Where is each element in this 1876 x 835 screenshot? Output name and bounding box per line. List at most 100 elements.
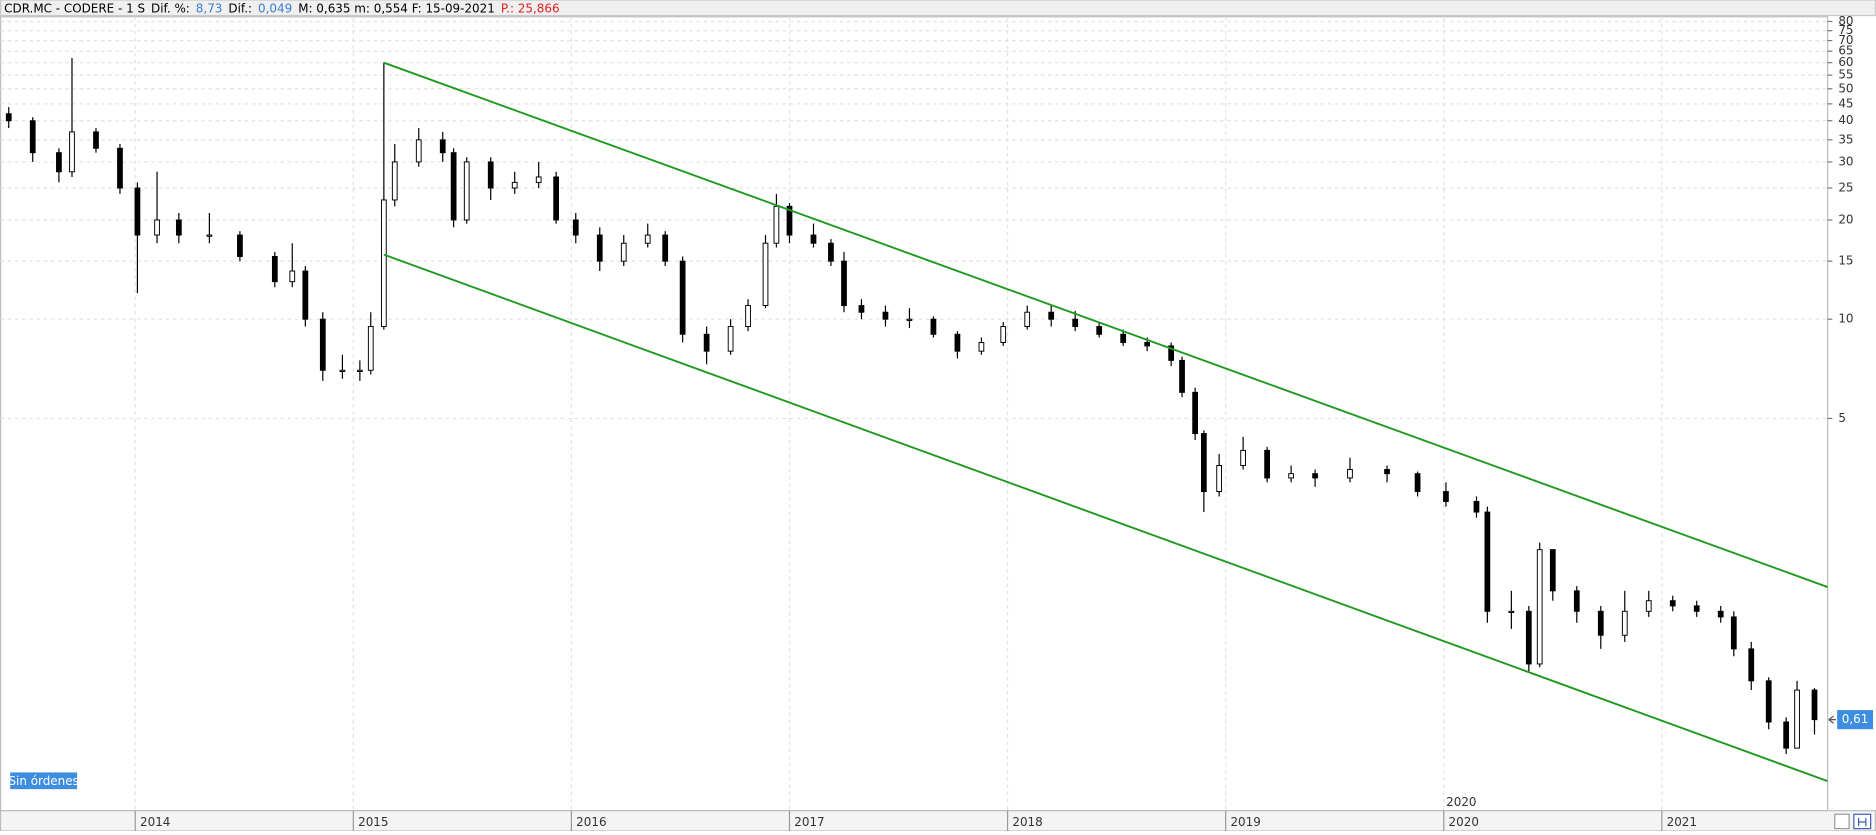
last-price-badge: [1837, 710, 1874, 730]
header-item: Dif.:: [228, 1, 252, 15]
candle-body: [69, 131, 75, 173]
plot-area: [0, 16, 1829, 812]
candle-body: [1525, 610, 1532, 665]
y-tick-label: 10: [1838, 312, 1853, 326]
candle-body: [1288, 473, 1294, 479]
x-tick-label: 2014: [140, 815, 170, 829]
candle-body: [93, 131, 99, 149]
trend-line: [383, 61, 1828, 588]
candle-body: [237, 234, 243, 257]
candle-body: [1024, 311, 1031, 328]
candle-body: [415, 139, 422, 163]
orders-label[interactable]: Sin órdenes: [8, 774, 78, 788]
candle-body: [289, 270, 296, 283]
x-tick-label: 2019: [1230, 815, 1260, 829]
candle-body: [535, 176, 542, 183]
candle-body: [954, 333, 961, 352]
candle-body: [1048, 311, 1055, 320]
last-price-label: 0,61: [1842, 712, 1869, 726]
candle-body: [439, 139, 446, 154]
y-tick-label: 65: [1838, 44, 1853, 58]
candle-body: [1536, 549, 1543, 665]
candle-body: [810, 234, 817, 244]
candle-body: [1794, 689, 1800, 749]
candle-body: [1549, 549, 1556, 592]
header-text: CDR.MC - CODERE - 1 S Dif. %: 8,73 Dif.: 0,0…: [4, 1, 559, 15]
candle-body: [1384, 469, 1390, 475]
header-item: Dif. %:: [151, 1, 190, 15]
history-icon: [1858, 817, 1867, 827]
candle-body: [1669, 600, 1676, 607]
candle-body: [1096, 326, 1103, 335]
candle-body: [487, 161, 494, 189]
candle-body: [1811, 689, 1818, 721]
candle-body: [1621, 610, 1628, 636]
candle-body: [339, 369, 346, 372]
trend-line: [383, 253, 1828, 783]
candle-body: [679, 260, 686, 335]
candle-body: [1000, 326, 1007, 343]
candle-body: [380, 199, 387, 328]
candle-body: [1347, 469, 1353, 479]
candle-body: [786, 205, 793, 236]
y-tick-label: 30: [1838, 154, 1853, 168]
candle-body: [1264, 449, 1270, 479]
candle-body: [727, 326, 734, 352]
header-item: P.: 25,866: [501, 1, 560, 15]
candle-body: [572, 219, 579, 236]
candle-body: [882, 311, 889, 320]
header-item: 0,049: [258, 1, 292, 15]
candle-body: [1748, 648, 1755, 682]
candle-body: [773, 205, 780, 244]
candle-body: [828, 242, 834, 262]
candle-body: [1216, 465, 1222, 493]
candle-body: [302, 270, 309, 320]
candle-body: [1179, 359, 1185, 393]
y-tick-label: 50: [1838, 81, 1853, 95]
header-item: 8,73: [196, 1, 223, 15]
y-tick-label: 40: [1838, 113, 1853, 127]
y-tick-label: 60: [1838, 55, 1853, 69]
candle-body: [511, 181, 518, 189]
candle-body: [930, 318, 937, 335]
candle-body: [762, 242, 769, 307]
candle-body: [662, 234, 669, 262]
candle-body: [553, 176, 560, 221]
x-axis-panel: [0, 810, 1876, 832]
candle-body: [134, 187, 141, 236]
candle-body: [154, 219, 160, 236]
candle-body: [463, 161, 470, 221]
candle-body: [1508, 610, 1515, 613]
candle-body: [841, 260, 847, 307]
candle-body: [5, 113, 12, 122]
y-tick-label: 25: [1838, 181, 1853, 195]
candle-body: [271, 255, 278, 283]
candle-body: [175, 219, 182, 236]
candle-body: [1312, 473, 1318, 479]
header-bar: [0, 0, 1876, 17]
candle-body: [319, 318, 326, 371]
candle-body: [1783, 721, 1790, 749]
header-item: M: 0,635 m: 0,554 F: 15-09-2021: [298, 1, 495, 15]
candle-body: [978, 341, 985, 352]
header-item: CDR.MC - CODERE - 1 S: [4, 1, 145, 15]
x-tick-label: 2021: [1667, 815, 1697, 829]
candle-body: [1765, 680, 1772, 723]
orders-badge[interactable]: [10, 772, 78, 790]
zoom-button[interactable]: [1834, 813, 1850, 830]
candle-body: [367, 326, 374, 371]
x-marker-label: 2020: [1446, 795, 1476, 809]
x-tick-label: 2018: [1012, 815, 1042, 829]
candle-body: [1414, 473, 1421, 493]
candle-body: [1597, 610, 1604, 636]
candle-body: [703, 333, 710, 352]
candle-body: [356, 369, 363, 372]
candle-body: [1693, 605, 1700, 612]
candle-body: [1717, 610, 1724, 618]
candle-body: [1120, 333, 1127, 343]
y-tick-label: 75: [1838, 23, 1853, 37]
candle-body: [1200, 433, 1207, 493]
y-tick-label: 45: [1838, 96, 1853, 110]
